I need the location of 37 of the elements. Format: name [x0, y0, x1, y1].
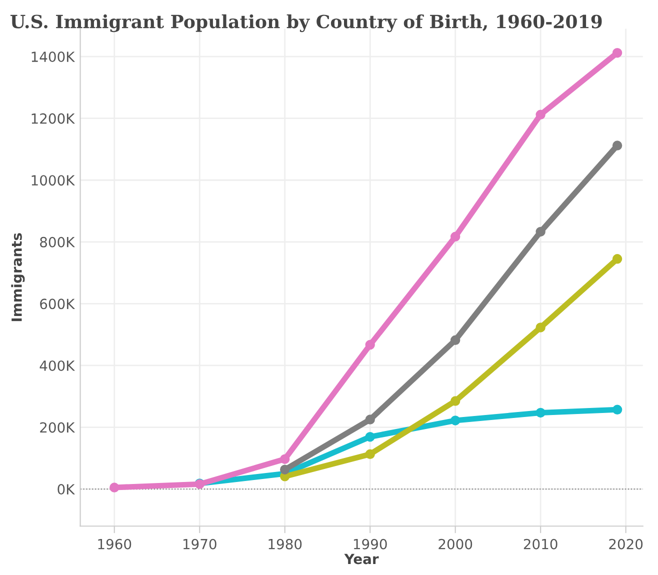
point — [280, 464, 290, 474]
point — [536, 322, 546, 332]
y-axis-title: Immigrants — [11, 233, 25, 322]
point — [365, 340, 375, 350]
y-tick-label: 1400K — [32, 52, 76, 62]
point — [612, 254, 622, 264]
x-axis-title: Year — [344, 554, 379, 564]
point — [110, 482, 120, 492]
y-tick-label: 0K — [58, 484, 76, 495]
point — [280, 454, 290, 464]
y-tick-label: 200K — [40, 422, 76, 433]
x-tick-label: 1990 — [354, 538, 387, 550]
x-tick-label: 1970 — [183, 538, 216, 550]
point — [536, 408, 546, 418]
point — [536, 110, 546, 120]
y-tick-label: 1000K — [32, 175, 76, 186]
point — [365, 432, 375, 442]
y-tick-label: 400K — [40, 360, 76, 371]
y-tick-label: 800K — [40, 236, 76, 248]
x-tick-label: 2020 — [609, 538, 643, 550]
point — [450, 396, 460, 406]
x-tick-label: 1980 — [268, 538, 302, 550]
point — [365, 449, 375, 460]
point — [450, 416, 460, 426]
point — [612, 140, 622, 150]
x-tick-label: 2010 — [524, 538, 558, 550]
y-tick-label: 600K — [40, 298, 76, 310]
chart-title: U.S. Immigrant Population by Country of Birth, 1960-2019 — [10, 14, 602, 32]
point — [450, 335, 460, 346]
point — [536, 226, 546, 237]
point — [612, 404, 622, 415]
point — [612, 48, 622, 58]
point — [450, 232, 460, 242]
point — [365, 414, 375, 424]
x-tick-label: 1960 — [98, 538, 132, 550]
x-tick-label: 2000 — [438, 538, 472, 550]
y-tick-label: 1200K — [32, 113, 76, 124]
